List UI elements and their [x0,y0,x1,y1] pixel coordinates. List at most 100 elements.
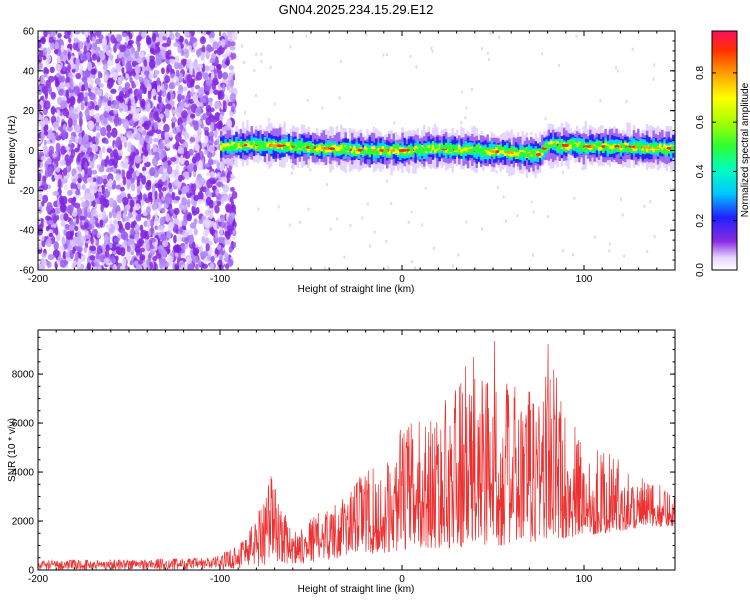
spectrogram-noise-cell [143,59,148,67]
spectrogram-noise-cell [81,76,88,83]
spectrogram-noise-cell [67,189,73,196]
spectrogram-noise-cell [108,197,115,208]
spectrogram-noise-cell [101,244,106,250]
spectrogram-noise-cell [205,190,213,199]
spectrogram-noise-cell [75,215,80,225]
spectrogram-faint-cell [431,49,434,53]
spectrogram-faint-cell [407,220,410,224]
spectrogram-noise-cell [114,139,119,148]
spectrogram-noise-cell [55,166,61,173]
spectrogram-noise-cell [193,121,199,131]
spectrogram-noise-cell [45,237,52,248]
spectrogram-faint-cell [580,166,583,170]
spectrogram-noise-cell [83,173,89,184]
spectrogram-noise-cell [189,136,196,143]
spectrogram-noise-cell [96,176,104,185]
spectrogram-noise-cell [167,248,171,254]
spectrogram-noise-cell [71,72,76,79]
spectrogram-ridge-cell [394,145,398,153]
spectrogram-ridge-blob [552,142,557,148]
spectrogram-ridge-blob [448,144,454,149]
spectrogram-noise-cell [130,228,136,237]
spectrogram-peak-cell [400,149,406,152]
spectrogram-faint-cell [480,131,483,135]
spectrogram-noise-cell [165,108,170,119]
spectrogram-noise-cell [161,207,166,214]
spectrogram-noise-cell [85,107,90,113]
spectrogram-noise-cell [146,103,151,109]
spectrogram-ridge-blob [419,149,424,154]
spectrogram-noise-cell [201,236,206,244]
spectrogram-noise-cell [91,169,98,175]
spectrogram-noise-cell [194,143,200,151]
spectrogram-faint-cell [652,77,655,81]
spectrogram-x-tick-label: 0 [399,274,405,285]
spectrogram-faint-cell [343,255,346,259]
spectrogram-noise-cell [103,74,108,82]
snr-y-tick-label: 0 [28,566,34,577]
spectrogram-noise-cell [48,85,53,95]
spectrogram-noise-cell [183,205,187,211]
spectrogram-noise-cell [117,52,123,59]
spectrogram-noise-cell [60,203,67,213]
spectrogram-ridge-cell [254,143,258,149]
spectrogram-ridge-cell [632,142,636,149]
spectrogram-noise-cell [123,48,130,58]
spectrogram-noise-cell [102,44,110,52]
spectrogram-noise-cell [129,156,135,166]
spectrogram-noise-cell [129,199,135,208]
spectrogram-ridge-blob [434,144,440,149]
spectrogram-ridge-blob [229,145,234,150]
snr-y-tick-label: 6000 [12,419,35,430]
spectrogram-ridge-cell [669,144,673,149]
spectrogram-ridge-cell [287,142,291,147]
spectrogram-noise-cell [134,132,141,141]
spectrogram-noise-cell [107,100,112,107]
spectrogram-noise-cell [52,191,60,196]
spectrogram-noise-cell [90,68,97,75]
spectrogram-noise-cell [189,36,197,44]
spectrogram-noise-cell [121,67,125,74]
spectrogram-ridge-blob [513,147,519,153]
spectrogram-noise-cell [129,260,134,266]
spectrogram-noise-cell [146,258,150,266]
spectrogram-noise-cell [149,218,155,227]
spectrogram-noise-cell [43,117,49,125]
spectrogram-noise-cell [148,130,154,136]
spectrogram-noise-cell [38,193,44,200]
spectrogram-noise-cell [67,51,71,61]
spectrogram-noise-cell [205,50,210,60]
spectrogram-noise-cell [145,181,152,191]
spectrogram-y-ticks: 60 40 20 0 -20 -40 -60 [20,27,675,277]
spectrogram-noise-cell [91,53,97,61]
spectrogram-noise-cell [48,145,55,154]
spectrogram-noise-cell [89,255,96,261]
spectrogram-noise-cell [40,155,47,161]
spectrogram-ridge-cell [503,152,507,157]
spectrogram-noise-cell [187,163,194,174]
spectrogram-peak-cell [490,150,496,153]
spectrogram-noise-cell [57,178,62,189]
spectrogram-noise-cell [76,230,82,241]
spectrogram-noise-cell [124,216,130,222]
snr-x-tick-label: 100 [576,574,593,585]
spectrogram-noise-cell [165,103,172,111]
spectrogram-noise-cell [98,97,102,108]
spectrogram-faint-cell [220,106,223,110]
spectrogram-noise-cell [134,50,140,59]
spectrogram-faint-cell [432,246,435,250]
spectrogram-noise-cell [42,47,48,57]
spectrogram-noise-cell [40,95,44,101]
spectrogram-noise-cell [111,127,118,138]
spectrogram-noise-cell [47,253,55,261]
spectrogram-noise-cell [134,223,140,234]
spectrogram-noise-cell [90,181,97,187]
spectrogram-noise-cell [53,249,60,258]
spectrogram-noise-cell [201,263,208,269]
spectrogram-noise-cell [135,264,143,270]
spectrogram-noise-cell [197,88,204,99]
spectrogram-ridge-cell [364,146,367,150]
spectrogram-noise-cell [230,106,235,113]
spectrogram-noise-cell [161,130,166,141]
spectrogram-noise-cell [224,230,228,237]
